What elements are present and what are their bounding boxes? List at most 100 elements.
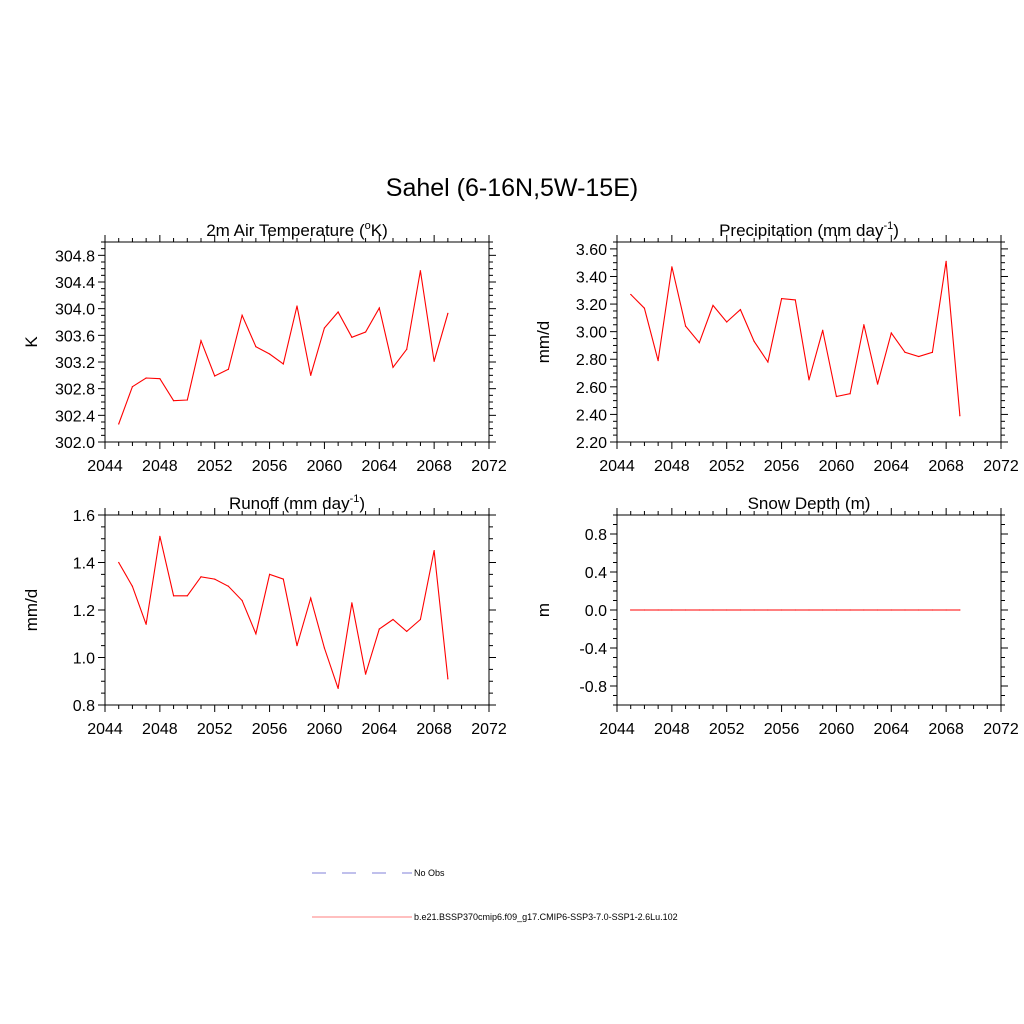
- panel-title: 2m Air Temperature (oK): [206, 220, 388, 240]
- y-tick-label: 0.4: [585, 565, 607, 582]
- data-point: [392, 366, 394, 368]
- data-point: [241, 599, 243, 602]
- data-point: [753, 609, 755, 611]
- data-point: [767, 609, 769, 611]
- data-point: [849, 393, 851, 395]
- y-tick-label: 3.60: [576, 242, 607, 259]
- data-point: [172, 400, 175, 402]
- data-point: [337, 687, 339, 689]
- panel-snow-depth: Snow Depth (m) 2044 2048 2052 2056 2060 2064 20…: [534, 494, 1019, 738]
- data-point: [630, 609, 632, 611]
- data-point: [227, 585, 230, 587]
- legend: No Obs b.e21.BSSP370cmip6.f09_g17.CMIP6-…: [312, 868, 678, 922]
- data-point: [712, 304, 714, 307]
- data-point: [310, 374, 312, 376]
- data-point: [808, 609, 810, 611]
- plot-frame: [104, 514, 490, 706]
- data-point: [671, 609, 673, 611]
- data-point: [945, 609, 947, 611]
- data-point: [945, 260, 947, 262]
- y-tick-label: 2.80: [576, 352, 607, 369]
- data-point: [739, 308, 742, 311]
- data-point: [145, 377, 147, 379]
- x-tick-label: 2048: [142, 721, 178, 738]
- data-point: [890, 332, 892, 334]
- data-point: [630, 293, 632, 296]
- data-point: [392, 618, 394, 621]
- data-point: [214, 375, 216, 377]
- data-point: [241, 314, 243, 316]
- figure-title: Sahel (6-16N,5W-15E): [386, 174, 638, 202]
- y-tick-label: 1.2: [73, 603, 95, 620]
- y-tick-label: 304.8: [55, 248, 95, 265]
- data-point: [657, 360, 659, 362]
- y-tick-label: 303.6: [55, 328, 95, 345]
- panel-runoff: Runoff (mm day-1) 2044 2048 2052 2056 2060 206…: [22, 493, 507, 738]
- data-point: [268, 353, 271, 355]
- x-tick-label: 2052: [197, 721, 233, 738]
- data-point: [931, 351, 934, 353]
- x-tick-label: 2064: [361, 458, 397, 475]
- y-tick-label: 3.20: [576, 297, 607, 314]
- data-point: [863, 324, 865, 326]
- data-point: [255, 633, 257, 635]
- data-point: [337, 311, 339, 313]
- y-tick-label: 2.40: [576, 407, 607, 424]
- data-point: [131, 585, 134, 587]
- panel-title: Runoff (mm day-1): [229, 493, 365, 513]
- y-tick-label: -0.4: [579, 641, 607, 658]
- y-tick-label: 3.00: [576, 325, 607, 342]
- data-point: [214, 578, 216, 580]
- data-point: [159, 535, 161, 537]
- panel-title: Snow Depth (m): [748, 494, 871, 513]
- x-tick-label: 2060: [819, 458, 855, 475]
- x-tick-label: 2068: [416, 721, 452, 738]
- x-tick-label: 2064: [873, 458, 909, 475]
- data-point: [323, 647, 326, 649]
- y-tick-label: 304.4: [55, 275, 95, 292]
- data-point: [698, 342, 700, 344]
- x-tick-label: 2056: [764, 721, 800, 738]
- x-tick-label: 2068: [928, 458, 964, 475]
- data-point: [904, 351, 906, 353]
- data-point: [657, 609, 659, 611]
- data-point: [419, 270, 422, 272]
- data-point: [794, 299, 796, 301]
- y-tick-label: 0.8: [73, 698, 95, 715]
- data-point: [822, 609, 824, 611]
- data-point: [406, 348, 408, 350]
- data-point: [131, 386, 134, 388]
- x-tick-label: 2052: [197, 458, 233, 475]
- data-point: [835, 609, 838, 611]
- y-tick-label: -0.8: [579, 679, 607, 696]
- data-point: [296, 645, 298, 647]
- data-point: [364, 673, 367, 675]
- data-point: [172, 595, 175, 597]
- data-point: [255, 346, 257, 348]
- data-point: [378, 628, 380, 630]
- x-tick-label: 2060: [307, 458, 343, 475]
- data-point: [780, 609, 783, 611]
- data-point: [712, 609, 714, 611]
- y-axis-label: K: [22, 336, 41, 348]
- data-point: [863, 609, 865, 611]
- y-tick-label: 0.0: [585, 603, 607, 620]
- x-tick-label: 2060: [819, 721, 855, 738]
- data-point: [351, 336, 353, 338]
- data-point: [310, 597, 312, 599]
- y-axis-label: m: [534, 603, 553, 617]
- data-point: [378, 307, 380, 309]
- y-tick-label: 304.0: [55, 302, 95, 319]
- data-point: [364, 331, 367, 333]
- data-point: [918, 355, 920, 358]
- x-tick-label: 2060: [307, 721, 343, 738]
- data-point: [323, 327, 326, 329]
- x-tick-label: 2064: [873, 721, 909, 738]
- y-axis-label: mm/d: [22, 589, 41, 632]
- x-tick-label: 2048: [654, 721, 690, 738]
- data-point: [780, 297, 783, 300]
- data-point: [200, 340, 202, 342]
- data-point: [447, 312, 449, 314]
- data-point: [296, 305, 298, 307]
